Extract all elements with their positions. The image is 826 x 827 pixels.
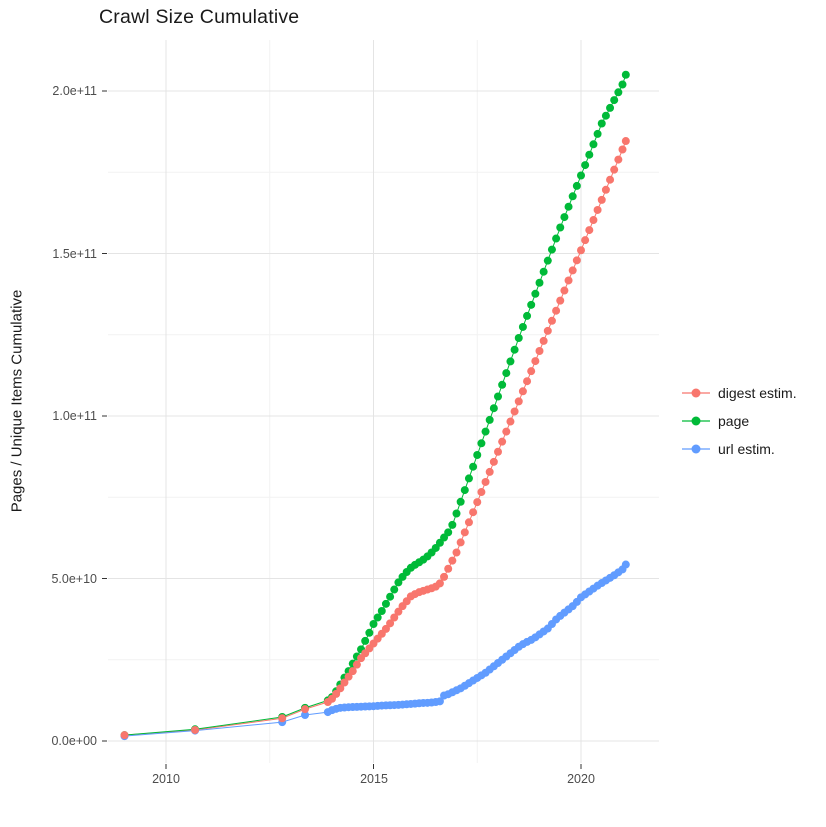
- y-tick-label-5e10: 5.0e+10: [51, 572, 97, 586]
- legend-label-digest-estim: digest estim.: [718, 385, 797, 401]
- x-tick-label-2015: 2015: [360, 772, 388, 786]
- y-tick-label-1.5e11: 1.5e+11: [52, 247, 97, 261]
- legend-label-page: page: [718, 413, 750, 429]
- x-tick-label-2020: 2020: [567, 772, 595, 786]
- legend-item-digest-estim: digest estim.: [681, 379, 797, 407]
- legend-item-url-estim: url estim.: [681, 435, 797, 463]
- y-tick-label-1e11: 1.0e+11: [52, 409, 97, 423]
- legend-key-url-icon: [682, 444, 710, 454]
- plot-title: Crawl Size Cumulative: [99, 6, 300, 28]
- legend-item-page: page: [681, 407, 797, 435]
- y-axis-title: Pages / Unique Items Cumulative: [8, 289, 26, 513]
- y-tick-label-0: 0.0e+00: [51, 734, 97, 748]
- x-tick-label-2010: 2010: [152, 772, 180, 786]
- legend: digest estim. page url estim.: [681, 379, 797, 463]
- y-tick-label-2e11: 2.0e+11: [52, 84, 97, 98]
- legend-key-digest-icon: [682, 388, 710, 398]
- legend-key-page-icon: [682, 416, 710, 426]
- legend-label-url-estim: url estim.: [718, 441, 775, 457]
